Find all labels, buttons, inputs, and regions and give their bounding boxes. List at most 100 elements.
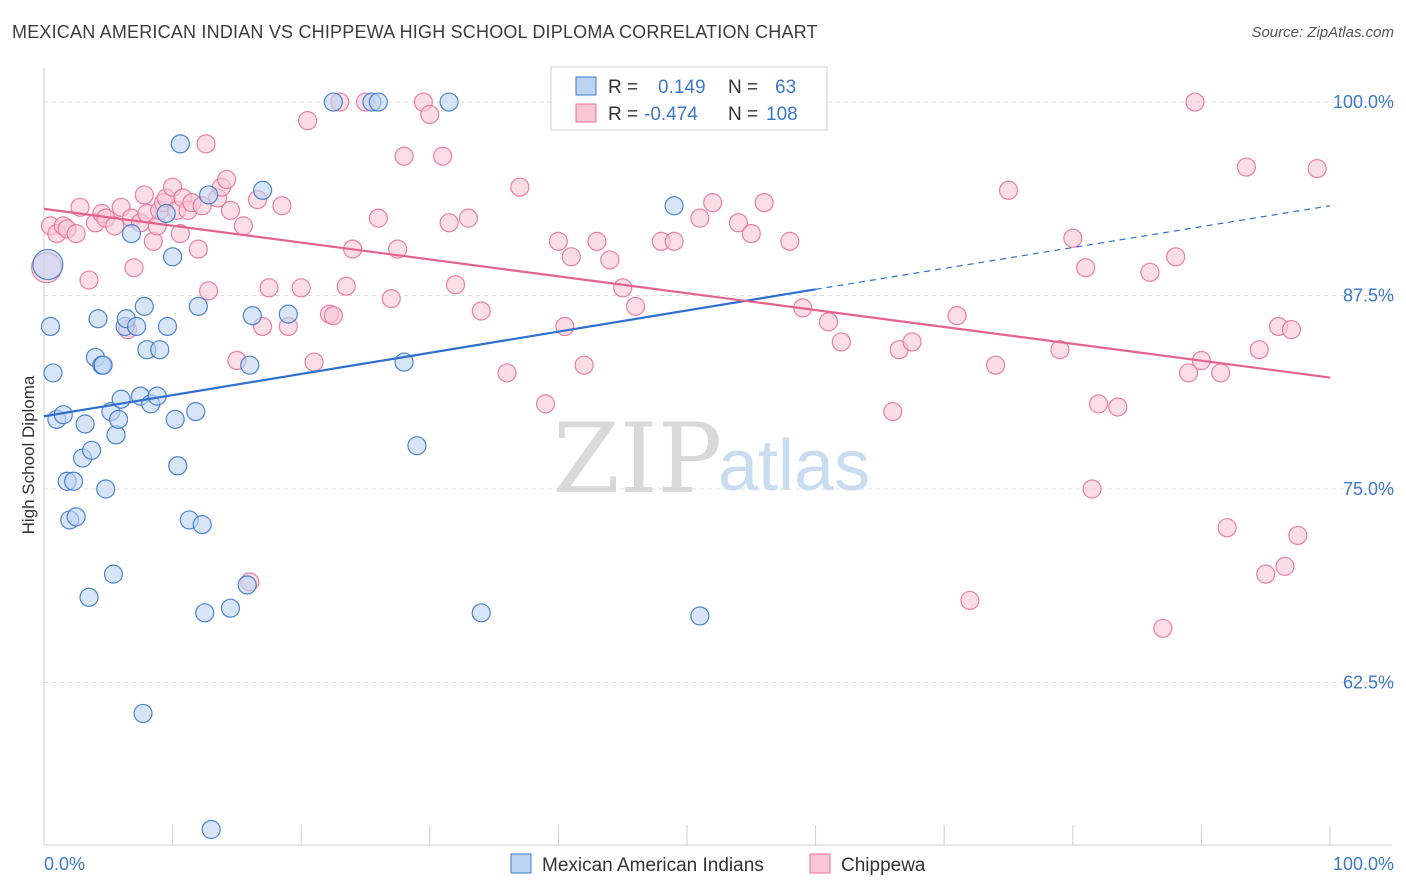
chippewa-point <box>741 224 761 244</box>
x-min-label: 0.0% <box>44 854 85 874</box>
mexican-american-indians-point <box>134 296 154 316</box>
mexican-american-indians-point <box>165 409 185 429</box>
chippewa-point <box>561 247 581 267</box>
chippewa-point <box>613 278 633 298</box>
mexican-american-indians-point <box>40 316 61 337</box>
chippewa-point <box>134 185 154 205</box>
legend-r-value-pink: -0.474 <box>644 104 698 125</box>
chippewa-point <box>1249 340 1269 360</box>
chippewa-point <box>1166 247 1186 267</box>
mexican-american-indians-point <box>201 819 221 840</box>
pink-trend-line <box>43 207 1331 379</box>
watermark-atlas: atlas <box>718 426 870 506</box>
chippewa-point <box>196 134 216 154</box>
y-tick-label: 87.5% <box>1343 286 1394 306</box>
source-label: Source: ZipAtlas.com <box>1251 24 1394 41</box>
mexican-american-indians-point <box>690 606 710 626</box>
chippewa-point <box>986 355 1006 375</box>
chippewa-point <box>170 224 190 244</box>
legend-n-label-blue: N = <box>728 77 758 98</box>
mexican-american-indians-point <box>156 203 176 224</box>
chippewa-point <box>445 275 466 295</box>
chippewa-point <box>555 316 575 337</box>
mexican-american-indians-point <box>439 92 459 112</box>
mexican-american-indians-point <box>121 224 142 244</box>
chippewa-point <box>1217 518 1237 538</box>
chippewa-point <box>394 146 414 166</box>
mexican-american-indians-point <box>471 603 491 623</box>
mexican-american-indians-point <box>168 456 188 476</box>
chippewa-point <box>600 250 620 270</box>
mexican-american-indians-point <box>253 180 273 200</box>
chart-title: MEXICAN AMERICAN INDIAN VS CHIPPEWA HIGH… <box>12 22 818 42</box>
chippewa-point <box>124 258 144 278</box>
trend-lines <box>43 205 1331 418</box>
mexican-american-indians-points <box>32 92 710 840</box>
legend-r-value-blue: 0.149 <box>658 77 706 98</box>
chippewa-point <box>690 208 710 228</box>
chippewa-point <box>703 193 723 213</box>
chippewa-point <box>1236 157 1257 177</box>
chippewa-point <box>439 213 459 233</box>
y-axis-label: High School Diploma <box>19 375 38 534</box>
chippewa-point <box>1211 363 1231 383</box>
mexican-american-indians-point <box>75 414 95 434</box>
chippewa-point <box>199 281 219 301</box>
mexican-american-indians-point <box>242 306 262 326</box>
mexican-american-indians-point <box>188 296 208 316</box>
chippewa-point <box>272 196 292 216</box>
chippewa-point <box>831 332 851 352</box>
y-tick-label: 62.5% <box>1343 672 1394 692</box>
correlation-legend: R = 0.149 N = 63 R = -0.474 N = 108 <box>550 66 828 131</box>
mexican-american-indians-point <box>195 603 215 623</box>
mexican-american-indians-point <box>32 248 64 281</box>
mexican-american-indians-point <box>81 440 102 460</box>
chippewa-point <box>1108 397 1128 417</box>
chippewa-point <box>1063 228 1083 248</box>
chippewa-point <box>336 276 356 296</box>
chippewa-point <box>510 177 530 197</box>
chippewa-point <box>998 180 1019 200</box>
chippewa-point <box>1275 556 1295 576</box>
series-legend-label-blue: Mexican American Indians <box>542 855 764 876</box>
mexican-american-indians-point <box>199 185 219 205</box>
chippewa-point <box>1140 262 1160 282</box>
chippewa-point <box>902 332 922 352</box>
chippewa-point <box>960 590 980 611</box>
mexican-american-indians-point <box>108 409 129 429</box>
chippewa-point <box>1256 564 1276 584</box>
chippewa-point <box>323 306 343 326</box>
chippewa-point <box>728 213 749 233</box>
chippewa-point <box>381 289 401 309</box>
y-tick-label: 75.0% <box>1343 479 1394 499</box>
chippewa-point <box>1185 92 1205 112</box>
mexican-american-indians-point <box>163 247 183 267</box>
y-tick-labels: 62.5% 75.0% 87.5% 100.0% <box>1333 92 1394 692</box>
legend-r-label-pink: R = <box>608 104 638 125</box>
series-legend-label-pink: Chippewa <box>841 855 926 876</box>
mexican-american-indians-point <box>126 316 147 337</box>
mexican-american-indians-point <box>237 575 257 595</box>
mexican-american-indians-point <box>93 355 113 375</box>
chippewa-point <box>420 104 440 125</box>
series-legend-swatch-blue <box>510 853 532 874</box>
mexican-american-indians-point <box>150 340 170 360</box>
y-tick-label: 100.0% <box>1333 92 1394 112</box>
chippewa-point <box>1153 618 1173 638</box>
chippewa-point <box>780 231 800 251</box>
chippewa-point <box>220 200 241 220</box>
chippewa-point <box>1076 258 1096 278</box>
mexican-american-indians-point <box>133 703 153 724</box>
x-max-label: 100.0% <box>1333 854 1394 874</box>
blue-trend-line-extension <box>815 205 1331 290</box>
chippewa-point <box>217 169 237 190</box>
legend-r-label-blue: R = <box>608 77 638 98</box>
mexican-american-indians-point <box>103 564 124 584</box>
chippewa-point <box>548 231 569 251</box>
chippewa-point <box>664 231 684 251</box>
chippewa-point <box>1281 319 1302 340</box>
series-legend-swatch-pink <box>809 853 831 874</box>
mexican-american-indians-point <box>192 515 212 535</box>
blue-trend-line <box>43 288 816 418</box>
